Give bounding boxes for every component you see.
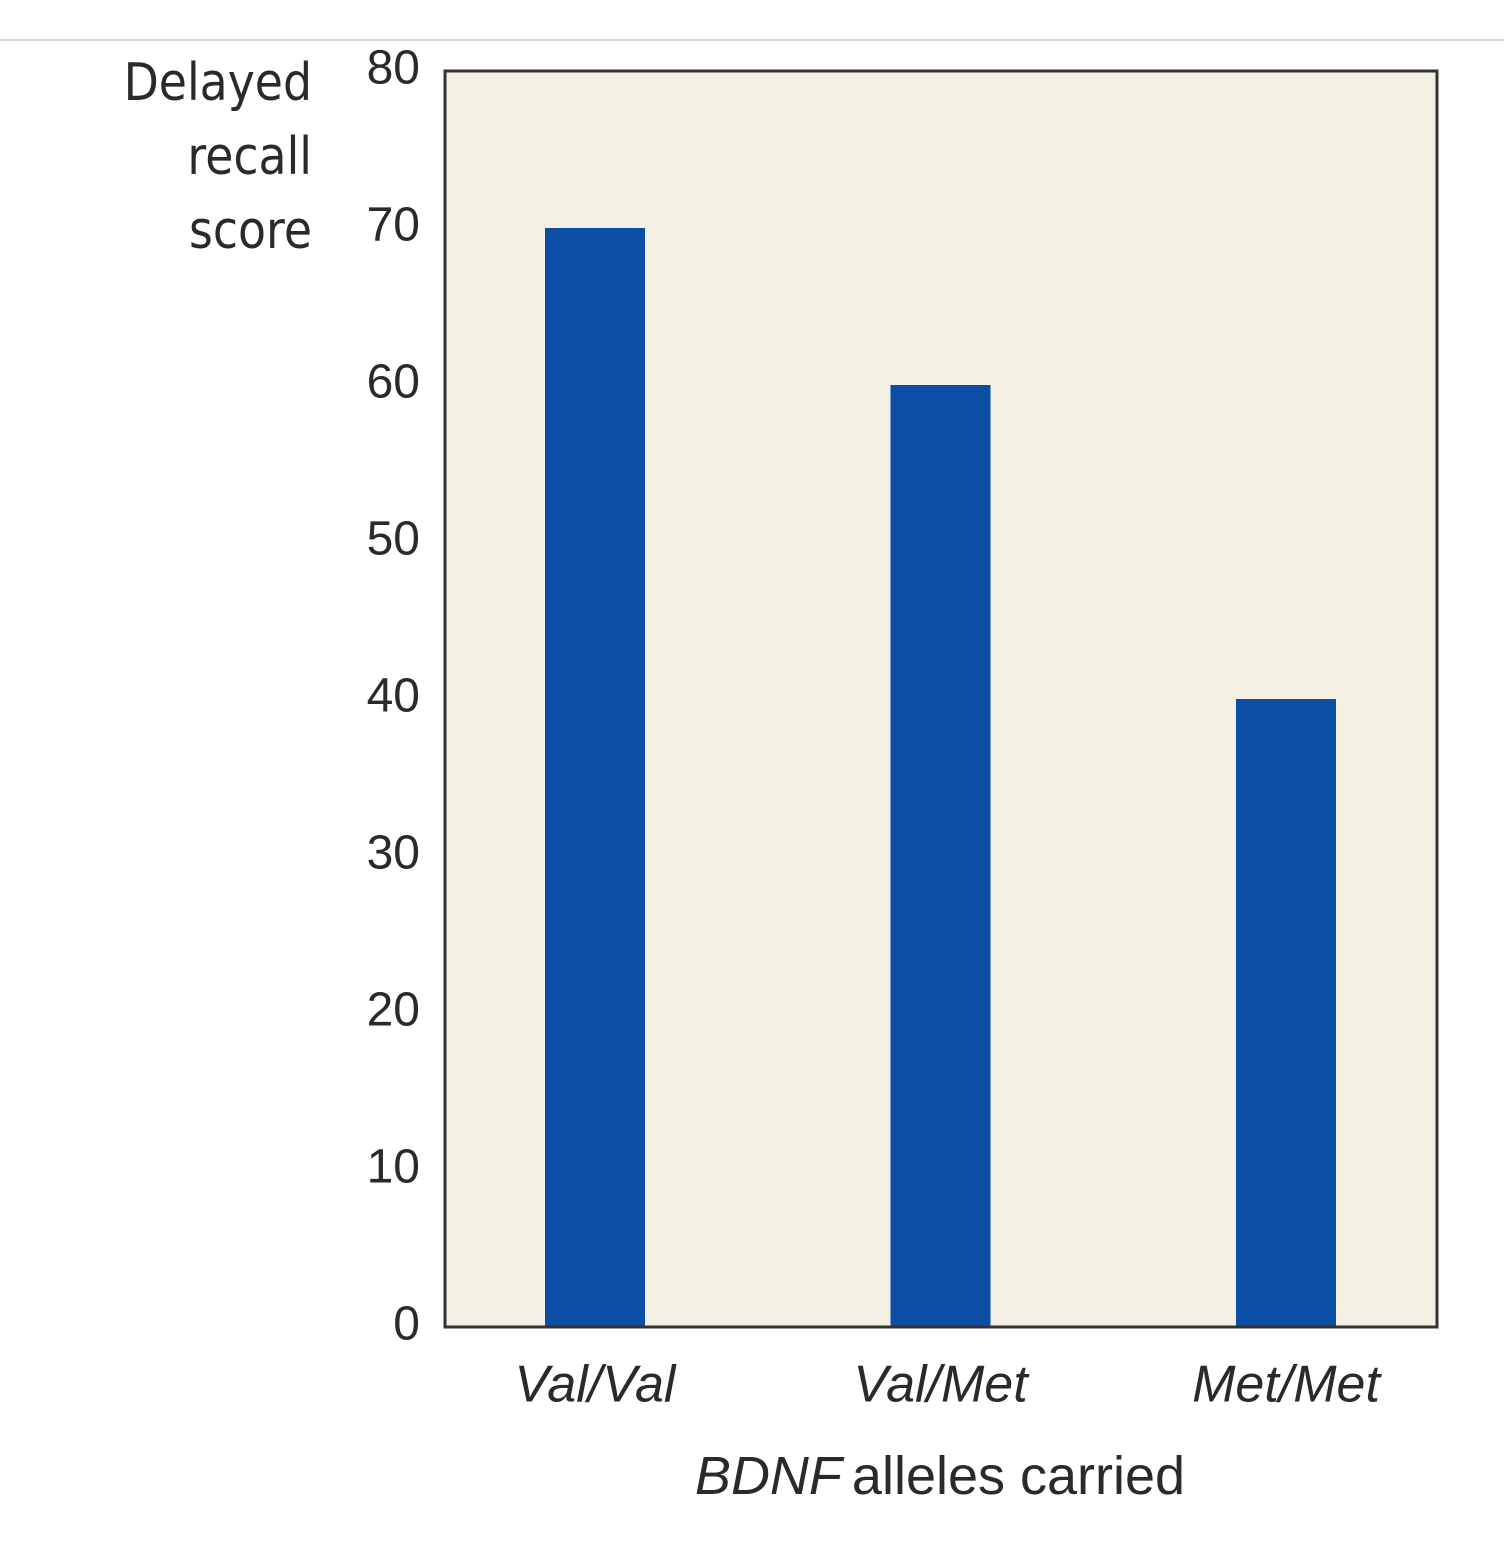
x-tick-label: Val/Met: [853, 1356, 1030, 1414]
x-label-gene: BDNF: [695, 1446, 845, 1506]
x-tick-label: Val/Val: [515, 1356, 677, 1414]
y-tick-label: 60: [367, 356, 420, 409]
y-axis-label: Delayed recall score: [123, 53, 312, 261]
x-label-text: alleles carried: [852, 1446, 1185, 1506]
bar: [890, 385, 991, 1327]
y-tick-label: 30: [367, 827, 420, 880]
y-tick-label: 40: [367, 670, 420, 723]
y-tick-label: 80: [367, 42, 420, 95]
bar: [545, 228, 645, 1327]
y-tick-label: 70: [367, 199, 420, 252]
y-tick-label: 10: [367, 1141, 420, 1194]
y-tick-label: 0: [393, 1298, 420, 1351]
y-tick-label: 50: [367, 513, 420, 566]
bar: [1236, 699, 1336, 1327]
x-tick-label: Met/Met: [1192, 1356, 1382, 1414]
plot-frame: [443, 69, 1439, 1329]
y-tick-label: 20: [367, 984, 420, 1037]
x-axis-label: BDNF alleles carried: [695, 1446, 1185, 1506]
